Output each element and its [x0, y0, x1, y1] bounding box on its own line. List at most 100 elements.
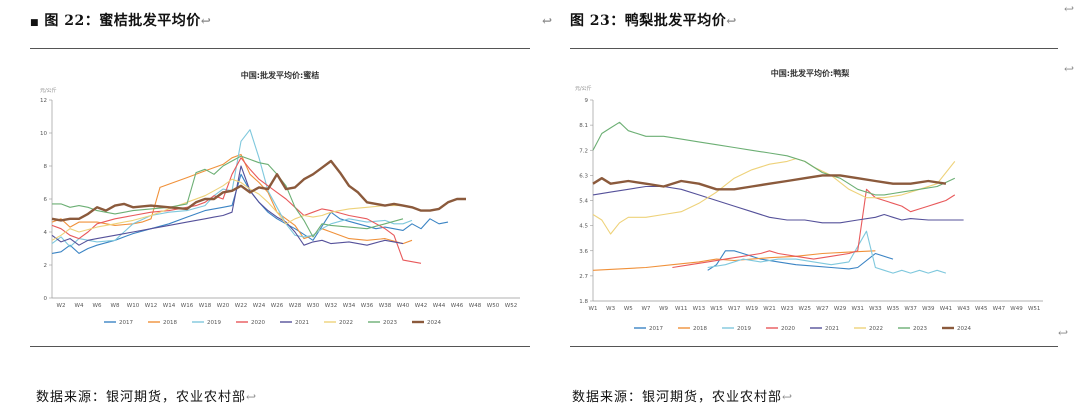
x-tick-label: W22 [235, 303, 247, 309]
series-line-2022 [592, 158, 956, 235]
right-source-text: 数据来源：银河期货，农业农村部 [572, 390, 783, 405]
x-tick-label: W14 [163, 303, 176, 309]
margin-mark-icon: ↩ [1064, 62, 1075, 76]
x-tick-label: W38 [379, 303, 392, 309]
paragraph-mark-icon: ↩ [726, 14, 737, 28]
x-tick-label: W48 [469, 303, 482, 309]
chart-mandarin-orange: 中国:批发平均价:蜜桔 元/公斤 0 2 4 6 8 10 12 W2 W4 W6 W8 W10 W12 W1… [30, 58, 530, 338]
x-tick-label: W24 [253, 303, 266, 309]
margin-mark-icon: ↩ [1058, 326, 1069, 340]
x-tick-label: W4 [75, 303, 84, 309]
legend-label-2017: 2017 [649, 326, 663, 332]
paragraph-mark-icon: ↩ [782, 390, 794, 404]
x-tick-label: W49 [1010, 306, 1023, 312]
x-tick-label: W12 [145, 303, 157, 309]
x-tick-label: W16 [181, 303, 194, 309]
x-tick-label: W25 [799, 306, 812, 312]
y-axis-unit: 元/公斤 [40, 87, 57, 94]
legend-label-2024: 2024 [957, 326, 971, 332]
chart-title: 中国:批发平均价:蜜桔 [241, 70, 319, 80]
x-tick-label: W8 [111, 303, 120, 309]
y-tick-label: 4 [44, 230, 48, 236]
margin-mark-icon: ↩ [1064, 2, 1075, 16]
y-axis-unit: 元/公斤 [575, 85, 592, 92]
x-tick-label: W27 [816, 306, 829, 312]
x-tick-label: W33 [869, 306, 882, 312]
figure-23-title: ↩ 图 23：鸭梨批发平均价↩ [542, 10, 737, 30]
x-tick-label: W3 [606, 306, 615, 312]
paragraph-mark-icon: ↩ [246, 390, 258, 404]
legend-label-2020: 2020 [781, 326, 795, 332]
x-tick-label: W31 [851, 306, 863, 312]
legend-label-2022: 2022 [339, 320, 353, 326]
legend-label-2024: 2024 [427, 320, 441, 326]
y-tick-label: 12 [40, 98, 47, 104]
series-line-2018 [592, 250, 876, 271]
figure-23-title-text: 图 23：鸭梨批发平均价 [569, 13, 727, 29]
right-source-note: 数据来源：银河期货，农业农村部↩ [572, 386, 793, 405]
y-tick-label: 10 [40, 131, 47, 137]
legend-label-2022: 2022 [869, 326, 883, 332]
series-line-2024 [592, 174, 947, 191]
x-tick-label: W17 [728, 306, 741, 312]
y-tick-label: 6.3 [579, 173, 588, 179]
legend-label-2019: 2019 [737, 326, 751, 332]
paragraph-mark-icon: ↩ [542, 14, 553, 28]
x-tick-label: W32 [325, 303, 337, 309]
right-bottom-rule [570, 346, 1058, 347]
x-tick-label: W52 [505, 303, 517, 309]
chart-yali-pear: 中国:批发平均价:鸭梨 元/公斤 1.8 2.7 3.6 4.5 5.4 6.3 7.2 8.1 9… [565, 60, 1055, 338]
y-tick-label: 8.1 [579, 123, 588, 129]
y-tick-label: 2 [44, 263, 48, 269]
right-top-rule [570, 48, 1058, 49]
chart-title: 中国:批发平均价:鸭梨 [771, 68, 850, 78]
x-tick-label: W44 [433, 303, 446, 309]
series-line-2019 [707, 230, 947, 274]
x-tick-label: W35 [887, 306, 900, 312]
x-tick-label: W21 [763, 306, 775, 312]
x-tick-label: W34 [343, 303, 356, 309]
y-tick-label: 2.7 [579, 274, 588, 280]
series-line-2020 [672, 188, 956, 269]
legend-label-2023: 2023 [383, 320, 397, 326]
y-tick-label: 5.4 [579, 199, 588, 205]
x-tick-label: W41 [940, 306, 952, 312]
series-line-2018 [51, 153, 413, 245]
series-line-2017 [707, 250, 894, 271]
series-line-2023 [592, 121, 956, 196]
y-tick-label: 7.2 [579, 148, 588, 154]
legend-label-2017: 2017 [119, 320, 133, 326]
left-bottom-rule [30, 346, 530, 347]
y-tick-label: 3.6 [579, 249, 588, 255]
y-tick-label: 0 [44, 296, 48, 302]
x-tick-label: W28 [289, 303, 302, 309]
x-tick-label: W47 [993, 306, 1006, 312]
x-tick-label: W9 [659, 306, 668, 312]
legend-label-2023: 2023 [913, 326, 927, 332]
y-tick-label: 6 [44, 197, 48, 203]
x-tick-label: W46 [451, 303, 464, 309]
x-tick-label: W45 [975, 306, 988, 312]
series-line-2022 [51, 178, 403, 241]
series-line-2023 [52, 155, 404, 238]
x-tick-label: W15 [710, 306, 723, 312]
paragraph-mark-icon: ↩ [200, 14, 212, 28]
legend-label-2018: 2018 [163, 320, 177, 326]
figure-22-title: ■ 图 22：蜜桔批发平均价↩ [30, 10, 211, 30]
x-tick-label: W40 [397, 303, 410, 309]
x-tick-label: W23 [781, 306, 794, 312]
x-tick-label: W42 [415, 303, 427, 309]
x-tick-label: W29 [834, 306, 847, 312]
x-tick-label: W51 [1028, 306, 1040, 312]
x-tick-label: W5 [624, 306, 633, 312]
x-tick-label: W18 [199, 303, 212, 309]
y-tick-label: 8 [44, 164, 48, 170]
legend-label-2020: 2020 [251, 320, 265, 326]
x-tick-label: W20 [217, 303, 230, 309]
x-tick-label: W36 [361, 303, 374, 309]
x-tick-label: W37 [904, 306, 917, 312]
x-tick-label: W43 [957, 306, 970, 312]
x-tick-label: W2 [57, 303, 66, 309]
left-top-rule [30, 48, 530, 49]
x-tick-label: W10 [127, 303, 140, 309]
